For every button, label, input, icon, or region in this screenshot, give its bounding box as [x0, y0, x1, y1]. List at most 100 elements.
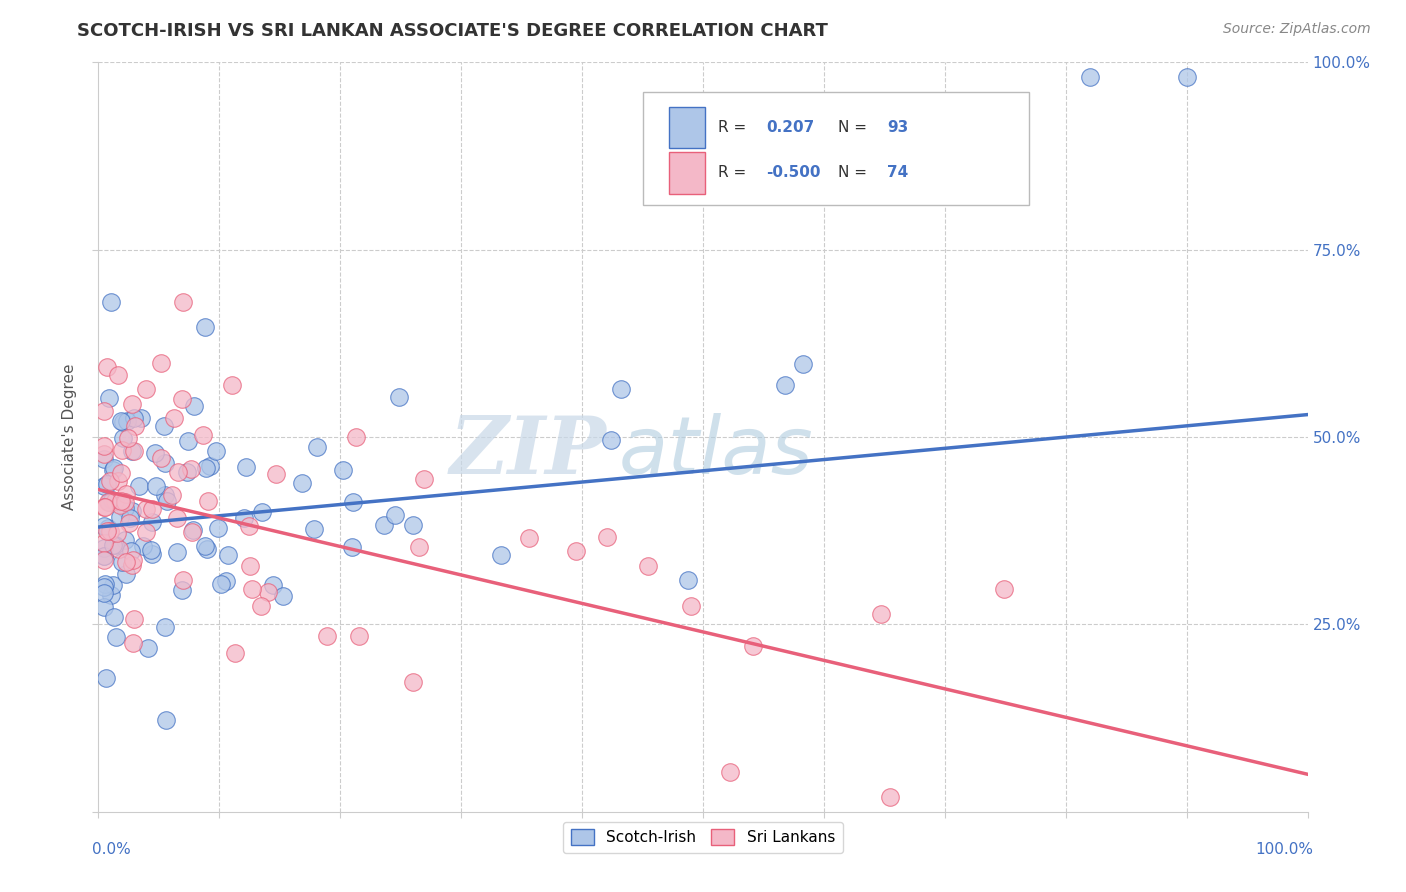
Point [107, 368, 129, 382]
Point [121, 504, 143, 518]
Point [101, 492, 124, 507]
Point [600, 433, 623, 447]
Point [93, 439, 115, 453]
Point [115, 555, 138, 569]
Point [93, 599, 115, 614]
Point [153, 488, 176, 502]
Point [564, 543, 586, 558]
Point [114, 566, 136, 581]
Point [105, 526, 128, 541]
Point [183, 399, 205, 413]
Point [340, 540, 363, 554]
Point [879, 789, 901, 804]
Point [257, 584, 280, 599]
Point [118, 516, 141, 530]
Point [176, 465, 198, 479]
Point [170, 392, 193, 406]
Point [93, 549, 115, 563]
Point [94, 671, 117, 685]
Point [93, 479, 115, 493]
Point [120, 543, 142, 558]
Point [172, 573, 194, 587]
Point [273, 589, 295, 603]
Point [143, 445, 166, 459]
Point [1175, 70, 1198, 85]
Text: ZIP: ZIP [450, 413, 606, 491]
Point [412, 472, 434, 486]
Point [149, 450, 172, 465]
Point [194, 319, 217, 334]
Point [153, 620, 176, 634]
Point [239, 559, 262, 574]
Point [93, 518, 115, 533]
Point [100, 295, 122, 310]
Point [305, 440, 328, 454]
Point [114, 533, 136, 548]
Text: Source: ZipAtlas.com: Source: ZipAtlas.com [1223, 22, 1371, 37]
Point [98, 524, 121, 538]
Point [103, 538, 125, 552]
Point [266, 467, 288, 482]
Point [110, 467, 132, 481]
Point [172, 295, 194, 310]
Point [135, 382, 157, 396]
Point [93, 586, 115, 600]
FancyBboxPatch shape [643, 93, 1029, 205]
Point [741, 639, 763, 653]
Text: R =: R = [717, 120, 751, 135]
Point [98, 474, 121, 488]
Bar [669, 153, 706, 194]
Point [207, 521, 229, 535]
Point [97, 495, 120, 509]
Point [249, 599, 271, 613]
Point [152, 418, 174, 433]
Point [93, 549, 115, 564]
Point [384, 508, 406, 522]
Point [129, 410, 152, 425]
Point [134, 501, 156, 516]
Point [679, 599, 702, 613]
Point [104, 493, 127, 508]
Point [141, 502, 163, 516]
Point [98, 495, 121, 509]
Point [162, 488, 184, 502]
Point [94, 577, 117, 591]
Point [870, 607, 893, 621]
Point [773, 378, 796, 392]
Point [637, 559, 659, 574]
Point [96, 524, 118, 538]
Point [238, 519, 260, 533]
Point [167, 465, 190, 479]
Point [136, 640, 159, 655]
Point [388, 390, 411, 404]
Point [93, 447, 115, 461]
Point [111, 443, 134, 458]
Point [224, 646, 246, 660]
Point [108, 510, 131, 524]
Point [114, 501, 136, 516]
Point [121, 396, 143, 410]
Point [198, 459, 221, 474]
Point [110, 494, 132, 508]
Point [1078, 70, 1101, 85]
Point [139, 542, 162, 557]
Point [94, 500, 117, 515]
Point [100, 588, 122, 602]
Text: atlas: atlas [619, 413, 813, 491]
Point [718, 765, 741, 780]
Point [122, 636, 145, 650]
Point [342, 495, 364, 509]
Point [103, 460, 125, 475]
Text: SCOTCH-IRISH VS SRI LANKAN ASSOCIATE'S DEGREE CORRELATION CHART: SCOTCH-IRISH VS SRI LANKAN ASSOCIATE'S D… [77, 22, 828, 40]
Point [595, 530, 617, 544]
Point [197, 494, 219, 508]
Point [491, 548, 513, 562]
Point [163, 410, 186, 425]
Point [166, 545, 188, 559]
Point [346, 430, 368, 444]
Point [519, 531, 541, 545]
Point [181, 523, 204, 537]
Point [111, 555, 134, 569]
Point [155, 713, 177, 727]
Point [141, 515, 163, 529]
